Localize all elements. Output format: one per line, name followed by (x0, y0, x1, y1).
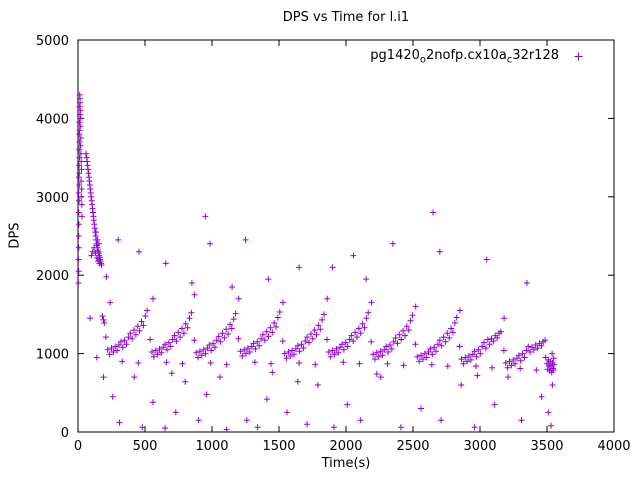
y-tick-label: 4000 (36, 112, 69, 127)
plot-border (77, 39, 615, 433)
x-tick-label: 500 (133, 439, 158, 454)
y-tick-label: 2000 (36, 269, 69, 284)
x-axis-label: Time(s) (321, 456, 371, 471)
x-tick-label: 4000 (597, 439, 630, 454)
data-points (75, 91, 557, 433)
x-tick-label: 1500 (262, 439, 295, 454)
x-tick-label: 3000 (463, 439, 496, 454)
legend-label-subscript: o (419, 54, 427, 66)
y-tick-label: 3000 (36, 191, 69, 206)
chart-title: DPS vs Time for l.i1 (282, 10, 410, 25)
legend: pg1420o2nofp.cx10ac32r128 (370, 48, 586, 66)
y-tick-label: 5000 (36, 34, 69, 49)
legend-marker-icon (574, 52, 583, 61)
legend-plus-glyph (574, 52, 583, 61)
legend-label: pg1420o2nofp.cx10ac32r128 (370, 48, 559, 66)
x-tick-label: 2500 (396, 439, 429, 454)
legend-label-part: pg1420 (370, 48, 420, 63)
x-tick-label: 3500 (530, 439, 563, 454)
legend-label-part: 2nofp.cx10a (426, 48, 507, 63)
x-tick-label: 0 (74, 439, 82, 454)
x-tick-label: 1000 (195, 439, 228, 454)
legend-label-subscript: c (506, 54, 513, 66)
x-tick-label: 2000 (329, 439, 362, 454)
y-tick-label: 1000 (36, 348, 69, 363)
legend-label-part: 32r128 (512, 48, 559, 63)
y-tick-label: 0 (61, 426, 69, 441)
y-axis-label: DPS (7, 222, 23, 249)
